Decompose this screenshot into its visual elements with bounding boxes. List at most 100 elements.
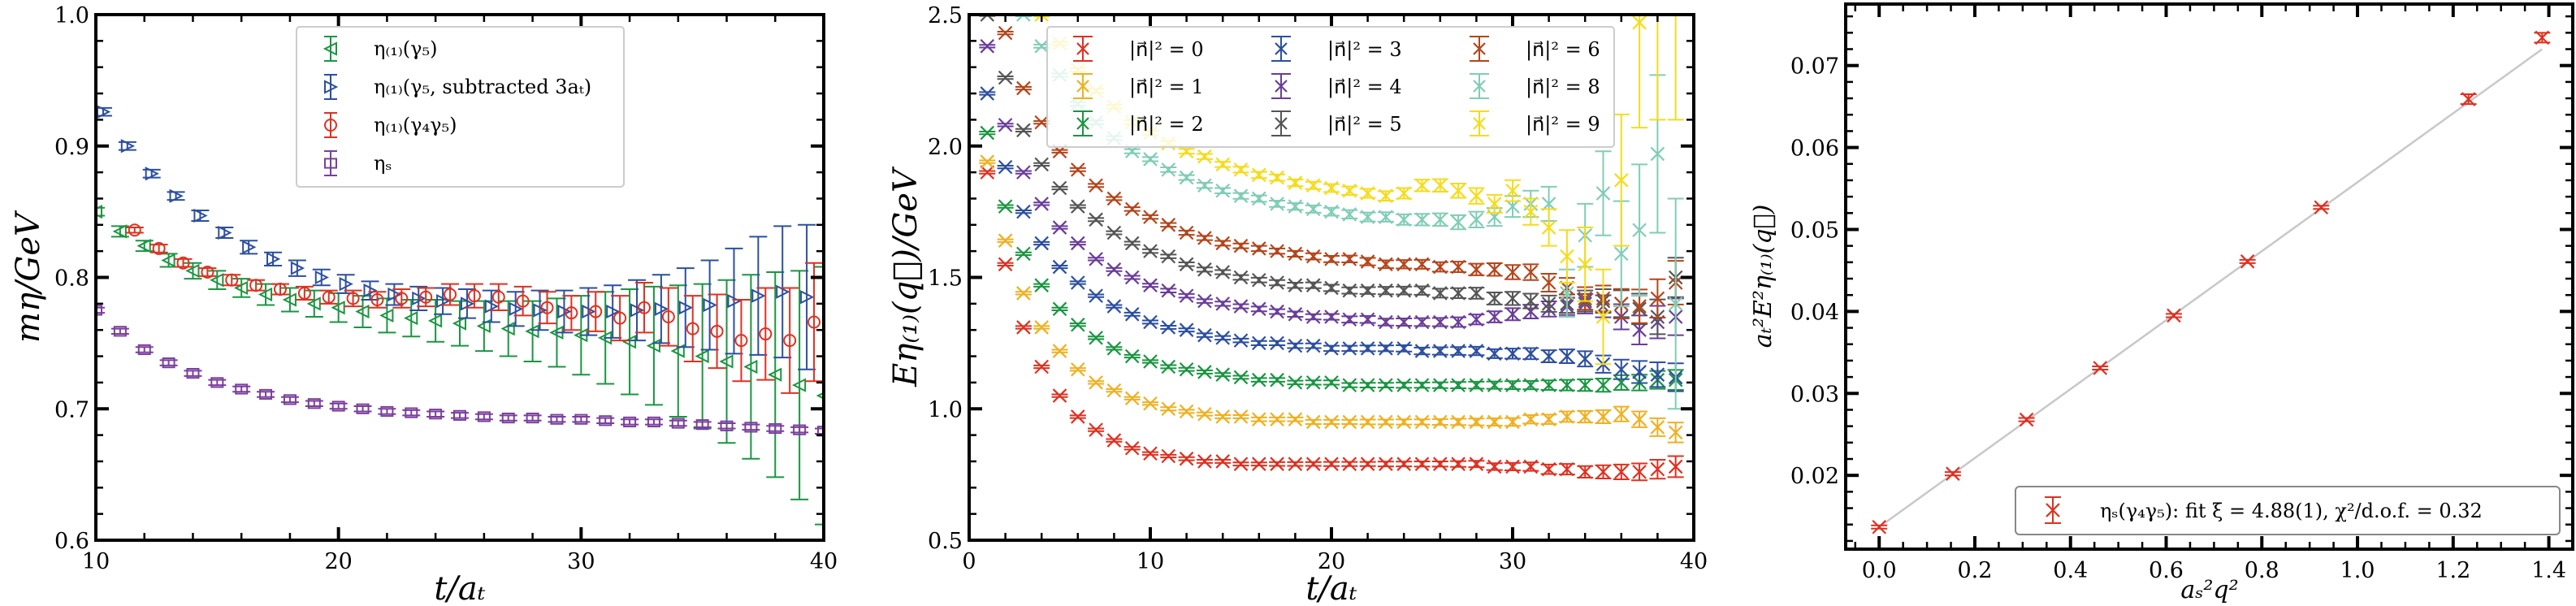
x-marker xyxy=(1360,283,1375,298)
x-marker xyxy=(1487,414,1502,430)
triangle-left-marker xyxy=(791,378,807,392)
error-bar xyxy=(579,287,598,336)
series-1 xyxy=(96,105,824,383)
y-tick-label: 0.5 xyxy=(928,529,963,554)
error-bar xyxy=(426,298,445,343)
y-tick-label: 2.5 xyxy=(928,3,963,28)
x-marker xyxy=(1143,210,1158,224)
triangle-right-marker xyxy=(800,290,815,305)
square-marker xyxy=(324,158,337,169)
x-tick-label: 40 xyxy=(810,549,838,574)
triangle-left-marker xyxy=(210,273,224,288)
circle-marker xyxy=(324,119,337,132)
error-bar xyxy=(815,266,824,526)
triangle-left-marker xyxy=(355,304,370,319)
x-marker xyxy=(1451,286,1466,301)
plot-area xyxy=(979,15,1684,482)
x-axis-label: aₛ²q² xyxy=(2180,576,2238,604)
triangle-left-marker xyxy=(96,205,102,219)
x-marker xyxy=(1469,286,1484,301)
x-marker xyxy=(1106,299,1122,314)
x-marker xyxy=(1161,218,1176,232)
error-bar xyxy=(489,283,508,311)
x-marker xyxy=(1161,359,1176,374)
triangle-left-marker xyxy=(670,344,685,358)
series-0 xyxy=(979,165,1684,482)
x-marker xyxy=(1560,461,1574,477)
x-marker xyxy=(1270,275,1284,290)
x-marker xyxy=(1124,440,1140,456)
circle-marker xyxy=(491,290,505,304)
x-marker xyxy=(1016,80,1031,96)
x-marker xyxy=(1396,257,1411,272)
error-bar xyxy=(1667,15,1684,121)
square-marker xyxy=(380,405,394,418)
circle-marker xyxy=(225,273,239,287)
x-marker xyxy=(1016,123,1031,138)
error-bar xyxy=(482,289,500,323)
x-marker xyxy=(1360,210,1375,224)
x-tick-label: 0.2 xyxy=(1958,558,1993,583)
x-marker xyxy=(998,118,1013,132)
error-bar xyxy=(628,279,647,342)
legend-errorbar xyxy=(324,36,337,62)
error-bar xyxy=(773,225,792,359)
error-bar xyxy=(513,285,532,317)
x-marker xyxy=(1650,461,1665,477)
x-marker xyxy=(1523,459,1539,474)
x-tick-label: 0.4 xyxy=(2053,558,2088,583)
triangle-right-marker xyxy=(339,276,353,292)
x-marker xyxy=(1433,286,1448,301)
square-marker xyxy=(550,413,564,425)
x-marker xyxy=(1233,270,1249,285)
y-tick-label: 0.02 xyxy=(1790,464,1839,489)
error-bar xyxy=(288,259,306,277)
circle-marker xyxy=(734,334,748,348)
error-bar xyxy=(538,291,556,325)
x-marker xyxy=(1487,378,1502,392)
x-marker xyxy=(1270,335,1284,351)
square-marker xyxy=(768,422,782,435)
square-marker xyxy=(720,420,734,431)
square-marker xyxy=(695,419,709,431)
x-marker xyxy=(1252,412,1266,426)
x-marker xyxy=(1215,297,1230,311)
x-marker xyxy=(1016,165,1031,180)
y-tick-label: 0.6 xyxy=(54,529,89,554)
x-marker xyxy=(1396,378,1411,392)
x-marker xyxy=(1946,466,1960,481)
x-marker xyxy=(1505,459,1520,474)
x-marker xyxy=(1414,378,1430,392)
x-tick-label: 0.8 xyxy=(2245,558,2279,583)
x-marker xyxy=(1632,465,1647,479)
x-marker xyxy=(1275,80,1288,93)
legend-label: ηₛ xyxy=(374,152,392,175)
x-marker xyxy=(1252,241,1266,256)
error-bar xyxy=(280,287,299,313)
error-bar xyxy=(587,291,605,332)
square-marker xyxy=(162,357,175,369)
x-marker xyxy=(2314,200,2329,215)
x-marker xyxy=(1414,178,1430,193)
legend-box xyxy=(1046,26,1615,148)
x-marker xyxy=(1215,157,1230,172)
error-bar xyxy=(725,247,743,355)
x-marker xyxy=(980,39,995,54)
circle-marker xyxy=(516,294,530,308)
square-marker xyxy=(429,409,443,420)
x-marker xyxy=(1560,348,1574,364)
x-marker xyxy=(1270,244,1284,258)
triangle-right-marker xyxy=(145,167,159,181)
x-marker xyxy=(1379,457,1393,471)
x-marker xyxy=(1270,457,1284,471)
x-tick-label: 30 xyxy=(567,549,595,574)
x-marker xyxy=(1052,301,1067,317)
circle-marker xyxy=(661,310,675,324)
triangle-right-marker xyxy=(169,188,184,203)
x-marker xyxy=(1052,388,1067,403)
x-marker xyxy=(1143,244,1158,258)
x-marker xyxy=(1179,288,1194,303)
x-marker xyxy=(1252,372,1266,387)
x-marker xyxy=(1505,346,1520,361)
x-marker xyxy=(1523,412,1539,426)
